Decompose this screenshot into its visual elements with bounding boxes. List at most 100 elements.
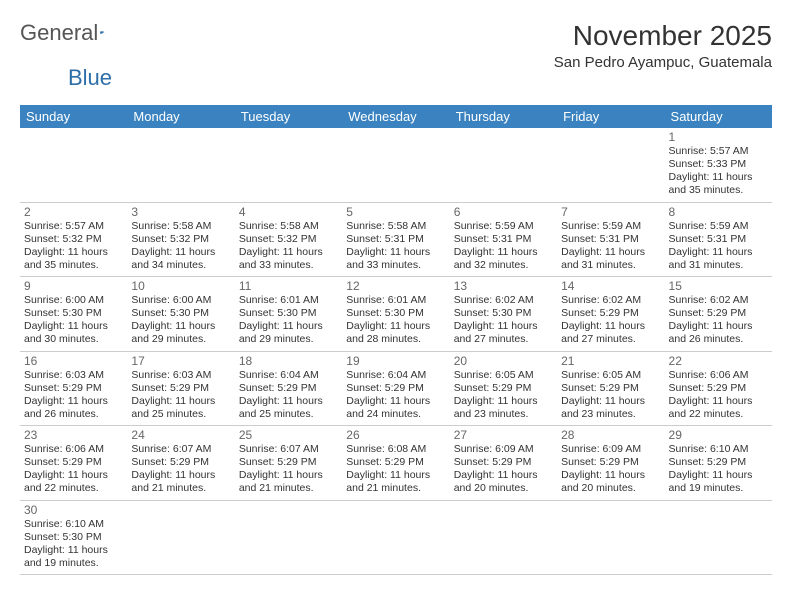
day-number: 24 xyxy=(131,428,230,442)
day-number: 15 xyxy=(669,279,768,293)
day-cell: 25Sunrise: 6:07 AMSunset: 5:29 PMDayligh… xyxy=(235,426,342,501)
day-cell: 4Sunrise: 5:58 AMSunset: 5:32 PMDaylight… xyxy=(235,202,342,277)
day-number: 8 xyxy=(669,205,768,219)
day-number: 29 xyxy=(669,428,768,442)
day-info: Sunrise: 6:04 AMSunset: 5:29 PMDaylight:… xyxy=(346,369,445,422)
day-cell: 22Sunrise: 6:06 AMSunset: 5:29 PMDayligh… xyxy=(665,351,772,426)
day-number: 3 xyxy=(131,205,230,219)
day-cell: 3Sunrise: 5:58 AMSunset: 5:32 PMDaylight… xyxy=(127,202,234,277)
day-info: Sunrise: 6:10 AMSunset: 5:30 PMDaylight:… xyxy=(24,518,123,571)
day-cell: 9Sunrise: 6:00 AMSunset: 5:30 PMDaylight… xyxy=(20,277,127,352)
empty-cell xyxy=(20,128,127,202)
empty-cell xyxy=(450,128,557,202)
day-number: 9 xyxy=(24,279,123,293)
day-cell: 10Sunrise: 6:00 AMSunset: 5:30 PMDayligh… xyxy=(127,277,234,352)
day-info: Sunrise: 5:59 AMSunset: 5:31 PMDaylight:… xyxy=(454,220,553,273)
day-number: 5 xyxy=(346,205,445,219)
day-info: Sunrise: 5:58 AMSunset: 5:31 PMDaylight:… xyxy=(346,220,445,273)
calendar-row: 30Sunrise: 6:10 AMSunset: 5:30 PMDayligh… xyxy=(20,500,772,575)
day-cell: 30Sunrise: 6:10 AMSunset: 5:30 PMDayligh… xyxy=(20,500,127,575)
day-info: Sunrise: 6:05 AMSunset: 5:29 PMDaylight:… xyxy=(561,369,660,422)
day-cell: 29Sunrise: 6:10 AMSunset: 5:29 PMDayligh… xyxy=(665,426,772,501)
day-info: Sunrise: 6:07 AMSunset: 5:29 PMDaylight:… xyxy=(239,443,338,496)
day-cell: 19Sunrise: 6:04 AMSunset: 5:29 PMDayligh… xyxy=(342,351,449,426)
day-cell: 20Sunrise: 6:05 AMSunset: 5:29 PMDayligh… xyxy=(450,351,557,426)
day-info: Sunrise: 5:57 AMSunset: 5:32 PMDaylight:… xyxy=(24,220,123,273)
calendar-head: SundayMondayTuesdayWednesdayThursdayFrid… xyxy=(20,105,772,128)
day-info: Sunrise: 6:06 AMSunset: 5:29 PMDaylight:… xyxy=(669,369,768,422)
day-number: 6 xyxy=(454,205,553,219)
day-info: Sunrise: 5:58 AMSunset: 5:32 PMDaylight:… xyxy=(131,220,230,273)
calendar-row: 9Sunrise: 6:00 AMSunset: 5:30 PMDaylight… xyxy=(20,277,772,352)
day-number: 25 xyxy=(239,428,338,442)
day-cell: 18Sunrise: 6:04 AMSunset: 5:29 PMDayligh… xyxy=(235,351,342,426)
empty-cell xyxy=(557,500,664,575)
flag-icon xyxy=(100,24,105,42)
logo: General xyxy=(20,20,126,46)
day-number: 2 xyxy=(24,205,123,219)
empty-cell xyxy=(127,500,234,575)
day-cell: 2Sunrise: 5:57 AMSunset: 5:32 PMDaylight… xyxy=(20,202,127,277)
day-info: Sunrise: 5:58 AMSunset: 5:32 PMDaylight:… xyxy=(239,220,338,273)
day-cell: 24Sunrise: 6:07 AMSunset: 5:29 PMDayligh… xyxy=(127,426,234,501)
day-cell: 27Sunrise: 6:09 AMSunset: 5:29 PMDayligh… xyxy=(450,426,557,501)
day-cell: 16Sunrise: 6:03 AMSunset: 5:29 PMDayligh… xyxy=(20,351,127,426)
day-info: Sunrise: 6:03 AMSunset: 5:29 PMDaylight:… xyxy=(24,369,123,422)
day-number: 17 xyxy=(131,354,230,368)
day-info: Sunrise: 6:09 AMSunset: 5:29 PMDaylight:… xyxy=(454,443,553,496)
day-cell: 6Sunrise: 5:59 AMSunset: 5:31 PMDaylight… xyxy=(450,202,557,277)
day-cell: 21Sunrise: 6:05 AMSunset: 5:29 PMDayligh… xyxy=(557,351,664,426)
day-number: 30 xyxy=(24,503,123,517)
day-info: Sunrise: 6:07 AMSunset: 5:29 PMDaylight:… xyxy=(131,443,230,496)
day-cell: 5Sunrise: 5:58 AMSunset: 5:31 PMDaylight… xyxy=(342,202,449,277)
day-info: Sunrise: 6:02 AMSunset: 5:30 PMDaylight:… xyxy=(454,294,553,347)
day-cell: 26Sunrise: 6:08 AMSunset: 5:29 PMDayligh… xyxy=(342,426,449,501)
calendar-row: 2Sunrise: 5:57 AMSunset: 5:32 PMDaylight… xyxy=(20,202,772,277)
day-number: 13 xyxy=(454,279,553,293)
logo-text-1: General xyxy=(20,20,98,46)
day-number: 10 xyxy=(131,279,230,293)
month-title: November 2025 xyxy=(554,20,772,52)
day-info: Sunrise: 6:04 AMSunset: 5:29 PMDaylight:… xyxy=(239,369,338,422)
day-number: 7 xyxy=(561,205,660,219)
day-info: Sunrise: 6:00 AMSunset: 5:30 PMDaylight:… xyxy=(131,294,230,347)
header: General November 2025 San Pedro Ayampuc,… xyxy=(20,20,772,71)
calendar-table: SundayMondayTuesdayWednesdayThursdayFrid… xyxy=(20,105,772,575)
day-info: Sunrise: 6:00 AMSunset: 5:30 PMDaylight:… xyxy=(24,294,123,347)
title-block: November 2025 San Pedro Ayampuc, Guatema… xyxy=(554,20,772,71)
weekday-header: Thursday xyxy=(450,105,557,128)
day-number: 28 xyxy=(561,428,660,442)
day-number: 14 xyxy=(561,279,660,293)
day-number: 21 xyxy=(561,354,660,368)
weekday-header: Monday xyxy=(127,105,234,128)
weekday-header: Wednesday xyxy=(342,105,449,128)
calendar-row: 1Sunrise: 5:57 AMSunset: 5:33 PMDaylight… xyxy=(20,128,772,202)
day-cell: 11Sunrise: 6:01 AMSunset: 5:30 PMDayligh… xyxy=(235,277,342,352)
logo-text-2: Blue xyxy=(68,65,792,91)
day-info: Sunrise: 6:02 AMSunset: 5:29 PMDaylight:… xyxy=(669,294,768,347)
day-number: 11 xyxy=(239,279,338,293)
day-cell: 17Sunrise: 6:03 AMSunset: 5:29 PMDayligh… xyxy=(127,351,234,426)
day-number: 4 xyxy=(239,205,338,219)
day-info: Sunrise: 6:05 AMSunset: 5:29 PMDaylight:… xyxy=(454,369,553,422)
empty-cell xyxy=(342,500,449,575)
calendar-row: 16Sunrise: 6:03 AMSunset: 5:29 PMDayligh… xyxy=(20,351,772,426)
day-number: 26 xyxy=(346,428,445,442)
empty-cell xyxy=(557,128,664,202)
day-number: 19 xyxy=(346,354,445,368)
day-cell: 23Sunrise: 6:06 AMSunset: 5:29 PMDayligh… xyxy=(20,426,127,501)
day-info: Sunrise: 6:06 AMSunset: 5:29 PMDaylight:… xyxy=(24,443,123,496)
day-number: 16 xyxy=(24,354,123,368)
empty-cell xyxy=(450,500,557,575)
day-info: Sunrise: 6:01 AMSunset: 5:30 PMDaylight:… xyxy=(239,294,338,347)
calendar-body: 1Sunrise: 5:57 AMSunset: 5:33 PMDaylight… xyxy=(20,128,772,575)
weekday-header: Tuesday xyxy=(235,105,342,128)
day-info: Sunrise: 6:01 AMSunset: 5:30 PMDaylight:… xyxy=(346,294,445,347)
day-number: 1 xyxy=(669,130,768,144)
day-number: 23 xyxy=(24,428,123,442)
empty-cell xyxy=(665,500,772,575)
day-cell: 15Sunrise: 6:02 AMSunset: 5:29 PMDayligh… xyxy=(665,277,772,352)
empty-cell xyxy=(235,500,342,575)
day-info: Sunrise: 5:59 AMSunset: 5:31 PMDaylight:… xyxy=(561,220,660,273)
day-info: Sunrise: 5:57 AMSunset: 5:33 PMDaylight:… xyxy=(669,145,768,198)
